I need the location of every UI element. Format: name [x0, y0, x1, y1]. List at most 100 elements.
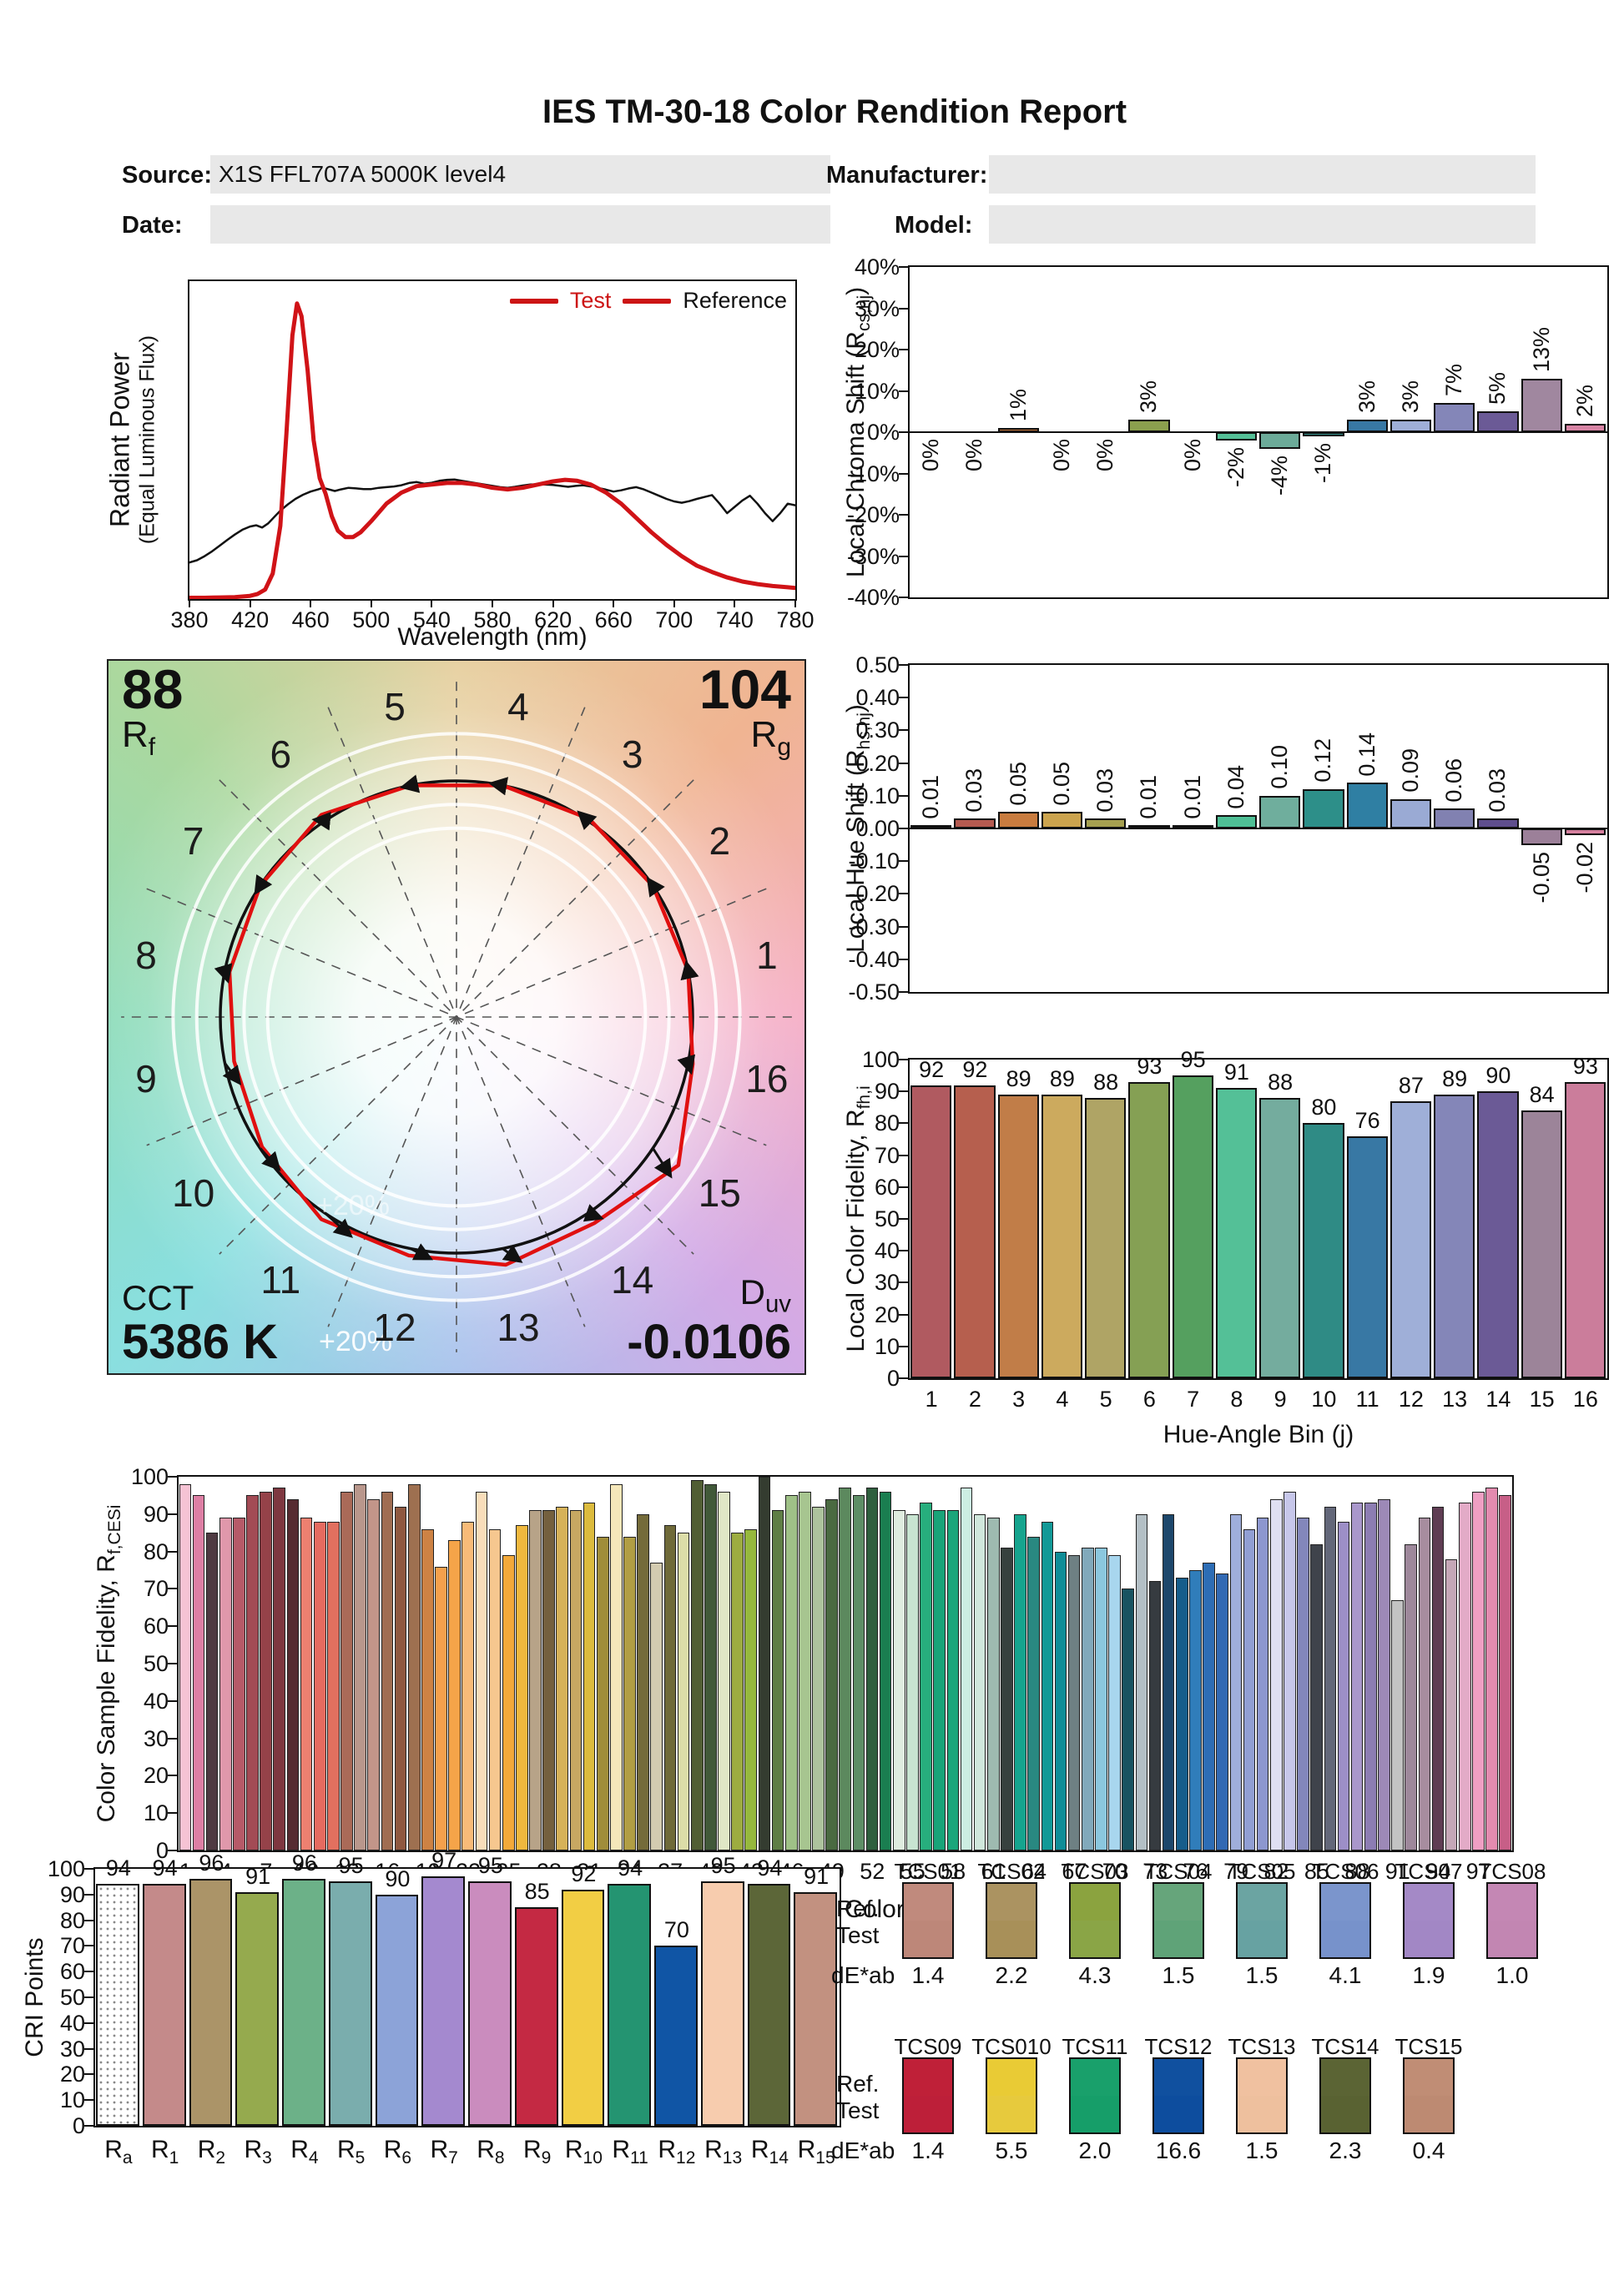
ces-bar-95 [1445, 1558, 1458, 1850]
y-tick-label: 80 [874, 1110, 900, 1136]
fidelity-x-tick: 14 [1485, 1387, 1511, 1412]
spd-legend: Test Reference [509, 288, 787, 314]
tcs-deab-TCS12: 16.6 [1155, 2137, 1202, 2163]
cri-bar-R9 [514, 1907, 558, 2126]
y-tick-label: 40 [143, 1688, 169, 1714]
bar-bin-10 [1303, 788, 1344, 828]
y-tick-label: 0 [155, 1838, 169, 1863]
cri-bar-R5 [328, 1881, 372, 2126]
fidelity-bar-value: 92 [962, 1056, 988, 1082]
bar-bin-12 [1389, 798, 1431, 828]
y-tick-mark [899, 1186, 910, 1188]
y-tick-label: 60 [143, 1614, 169, 1639]
spd-x-tick-mark [370, 599, 372, 607]
tcs-swatch-TCS07 [1403, 1882, 1455, 1959]
ces-bar-41 [718, 1491, 730, 1850]
ces-bar-45 [771, 1510, 784, 1850]
y-tick-mark [899, 431, 910, 433]
fidelity-bar-value: 80 [1311, 1095, 1337, 1120]
bar-value-label: 0.03 [961, 768, 987, 813]
ces-bar-83 [1284, 1491, 1296, 1850]
spd-y-axis-label: Radiant Power (Equal Luminous Flux) [104, 335, 159, 545]
cri-bar-R10 [561, 1889, 605, 2126]
y-tick-label: 40 [59, 2010, 85, 2036]
ces-x-tick: 64 [1021, 1859, 1047, 1884]
bar-value-label: 0.03 [1092, 768, 1118, 813]
tcs-swatch-TCS14 [1319, 2057, 1371, 2134]
cvg-shift-arrow-bin-3 [577, 810, 598, 831]
y-tick-label: 10 [59, 2087, 85, 2113]
y-tick-mark [899, 762, 910, 764]
bar-bin-8 [1215, 815, 1257, 828]
cri-bar-value: 95 [477, 1853, 503, 1879]
cvg-shift-arrow-bin-4 [487, 777, 509, 796]
y-tick-mark [899, 555, 910, 557]
bar-bin-1 [910, 825, 952, 829]
fidelity-bar-value: 90 [1485, 1063, 1511, 1089]
fidelity-x-tick: 4 [1056, 1387, 1069, 1412]
ces-bar-92 [1405, 1543, 1417, 1850]
spd-x-tick-mark [613, 599, 615, 607]
ces-bar-80 [1243, 1528, 1256, 1850]
cri-bar-R13 [700, 1881, 744, 2126]
ces-bar-15 [367, 1498, 381, 1850]
cvg-shift-arrow-bin-9 [222, 1062, 242, 1086]
cvg-test-polygon [227, 783, 695, 1267]
ces-bar-42 [731, 1533, 744, 1850]
ces-x-tick: 82 [1263, 1859, 1289, 1884]
y-tick-mark [84, 2022, 95, 2024]
fidelity-bar-value: 93 [1137, 1053, 1163, 1079]
cri-x-category: Ra [104, 2136, 133, 2168]
y-tick-mark [899, 266, 910, 268]
ces-bar-93 [1418, 1518, 1431, 1850]
bar-bin-12 [1389, 420, 1431, 432]
y-tick-label: -0.10 [848, 848, 900, 874]
bar-value-label: 13% [1528, 326, 1554, 372]
y-tick-mark [899, 893, 910, 895]
tcs-row2-test-label: Test [836, 2097, 880, 2123]
ces-bar-28 [542, 1510, 555, 1850]
y-tick-label: 90 [874, 1079, 900, 1105]
y-tick-mark [84, 2099, 95, 2102]
ces-bar-88 [1350, 1503, 1364, 1850]
bar-value-label: 0.05 [1048, 761, 1074, 806]
y-tick-label: 0.20 [855, 750, 900, 776]
spd-x-tick: 580 [473, 607, 512, 632]
y-tick-mark [899, 1090, 910, 1093]
spd-x-tick: 380 [170, 607, 209, 632]
y-tick-mark [168, 1588, 179, 1590]
cri-x-category: R13 [704, 2136, 743, 2168]
y-tick-mark [168, 1699, 179, 1702]
local-hue-shift-chart: 0.50 0.40 0.30 0.20 0.10 0.00 -0.10 -0.20 -0.30 -… [848, 652, 1609, 1004]
ces-bar-76 [1189, 1570, 1202, 1850]
cvg-bin-label-8: 8 [135, 934, 157, 978]
y-tick-mark [899, 1345, 910, 1347]
cri-x-category: R11 [612, 2136, 648, 2168]
y-tick-mark [899, 1313, 910, 1316]
y-tick-label: 0 [886, 1366, 900, 1391]
bar-value-label: 0% [1179, 439, 1205, 472]
bar-bin-16 [1564, 828, 1606, 835]
ces-bar-58 [946, 1510, 960, 1850]
bar-bin-5 [1085, 818, 1127, 828]
y-tick-mark [84, 1945, 95, 1947]
y-tick-label: 20 [59, 2062, 85, 2087]
ces-bar-23 [475, 1491, 488, 1850]
ces-x-tick: 73 [1142, 1859, 1168, 1884]
cri-bar-value: 94 [757, 1855, 783, 1881]
ces-bar-26 [516, 1525, 528, 1850]
manufacturer-value [989, 155, 1536, 194]
y-tick-mark [899, 349, 910, 350]
cvg-reference-circle [219, 779, 694, 1255]
ces-bar-72 [1135, 1513, 1148, 1850]
bar-bin-6 [1128, 420, 1170, 432]
ces-bar-16 [381, 1491, 394, 1850]
ces-bar-14 [354, 1483, 366, 1850]
cri-bar-value: 94 [105, 1855, 131, 1881]
ces-bar-39 [690, 1480, 704, 1850]
bar-value-label: -2% [1223, 446, 1248, 487]
bar-value-label: 1% [1005, 389, 1031, 422]
tcs-deab-TCS01: 1.4 [911, 1962, 945, 1988]
y-tick-mark [899, 860, 910, 863]
cri-x-category: R14 [750, 2136, 789, 2168]
